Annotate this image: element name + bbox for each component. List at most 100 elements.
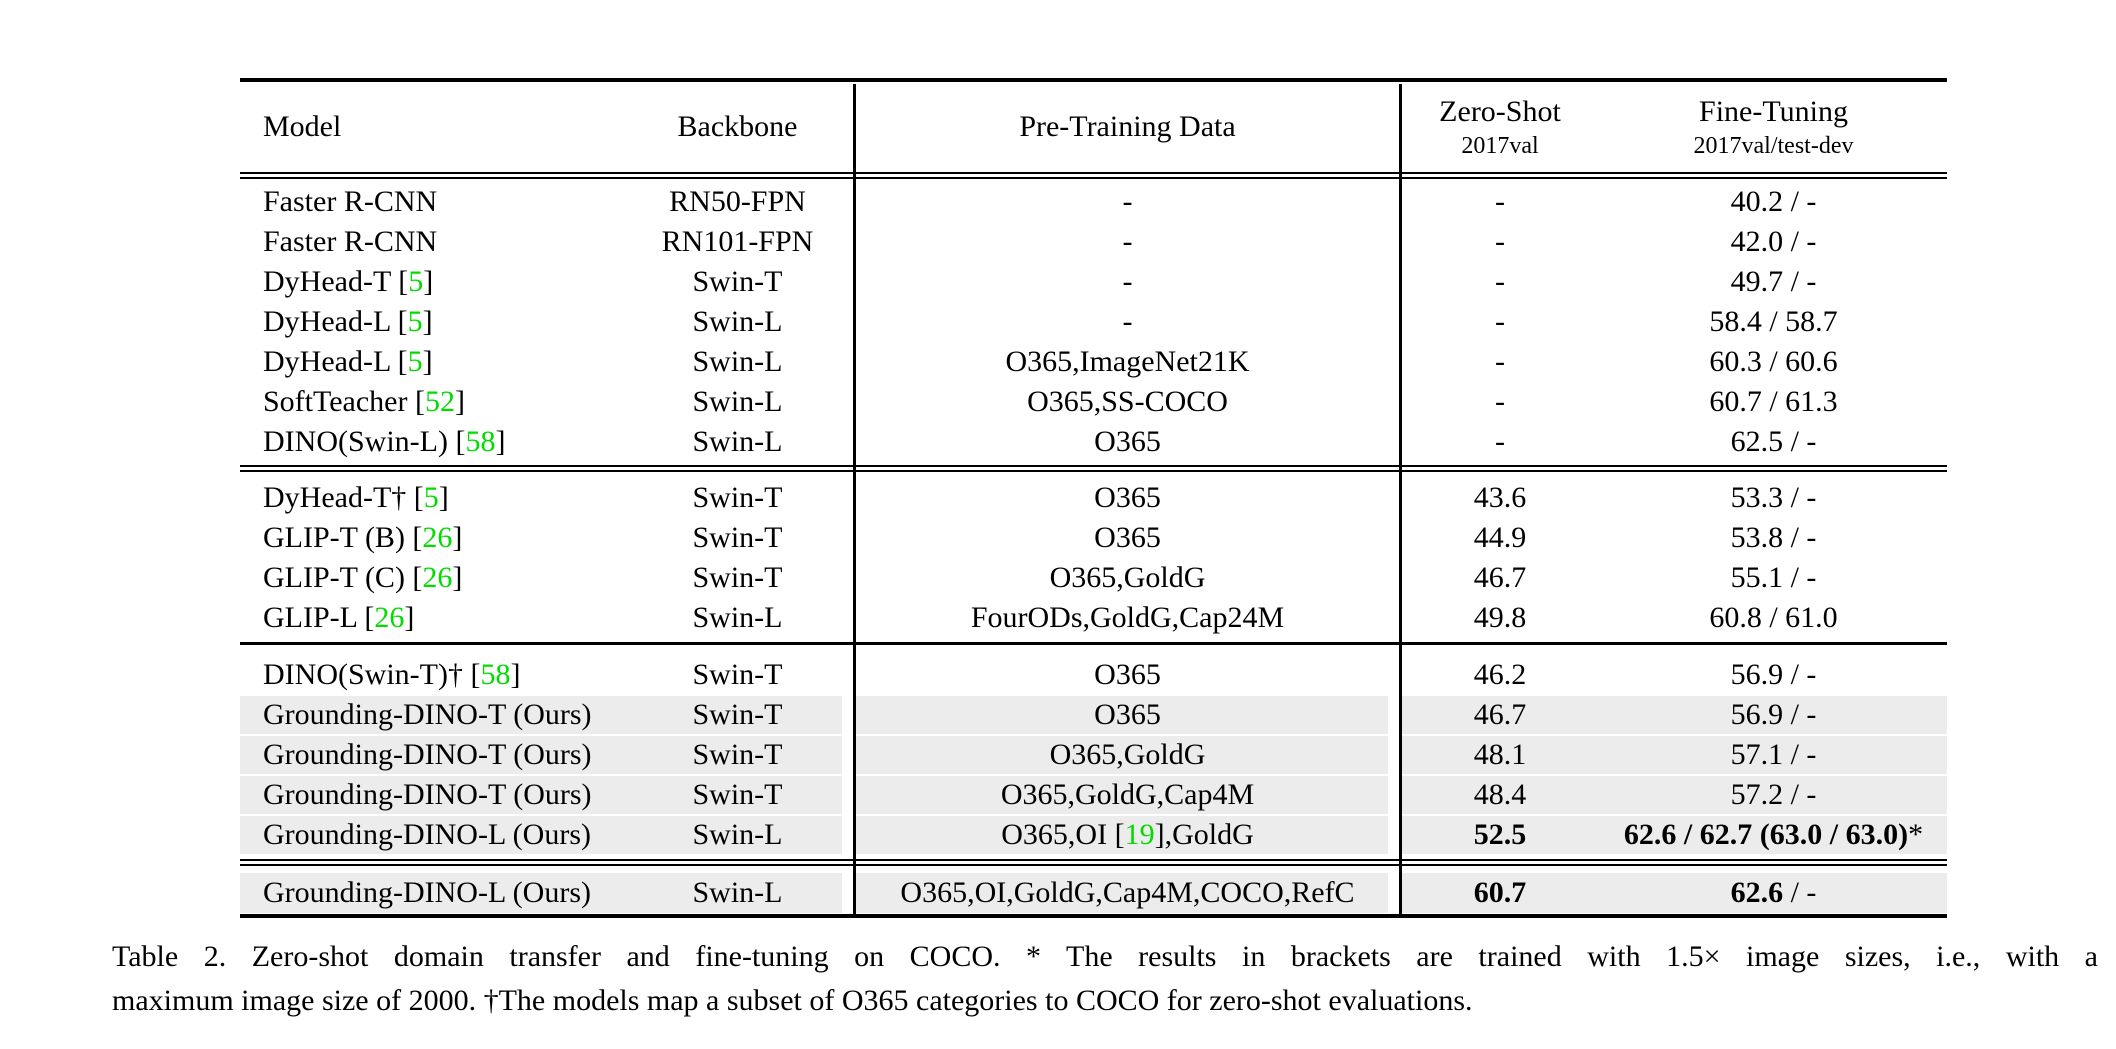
cell-pretrain-data: - <box>855 185 1400 219</box>
cell-fine-tuning: 56.9 / - <box>1600 698 1947 732</box>
row-highlight-gap <box>842 736 853 774</box>
cell-model: Grounding-DINO-T (Ours) <box>240 778 620 812</box>
model-name-text: Grounding-DINO-T (Ours) <box>263 698 592 731</box>
cell-backbone: Swin-T <box>620 265 855 299</box>
rule-section2 <box>240 642 1947 645</box>
table-row: DyHead-T [5] Swin-T - - 49.7 / - <box>240 262 1947 302</box>
zero-shot-value: 44.9 <box>1473 521 1527 554</box>
cell-model: Grounding-DINO-T (Ours) <box>240 738 620 772</box>
header-pretrain-data: Pre-Training Data <box>1019 110 1236 143</box>
table-row: Grounding-DINO-L (Ours) Swin-L O365,OI [19… <box>240 815 1947 855</box>
cell-backbone: Swin-L <box>620 601 855 635</box>
fine-tuning-value: 62.5 / - <box>1730 425 1817 458</box>
rule-section3-a <box>240 859 1947 861</box>
pretrain-text: O365,GoldG <box>1049 561 1206 594</box>
backbone-text: Swin-L <box>692 425 783 458</box>
cell-backbone: Swin-T <box>620 778 855 812</box>
cell-pretrain-data: O365,ImageNet21K <box>855 345 1400 379</box>
pretrain-text: - <box>1122 265 1133 298</box>
cell-fine-tuning: 60.8 / 61.0 <box>1600 601 1947 635</box>
pretrain-text: O365,SS-COCO <box>1027 385 1228 418</box>
backbone-text: Swin-L <box>692 601 783 634</box>
citation-number: 19 <box>1124 818 1155 851</box>
row-highlight-gap <box>1388 776 1399 814</box>
cell-model: DyHead-L [5] <box>240 345 620 379</box>
citation-number: 5 <box>408 265 424 298</box>
cell-backbone: Swin-L <box>620 385 855 419</box>
cell-backbone: Swin-T <box>620 561 855 595</box>
backbone-text: Swin-L <box>692 876 783 909</box>
fine-tuning-value-bold: 62.6 <box>1730 876 1784 909</box>
cell-fine-tuning: 55.1 / - <box>1600 561 1947 595</box>
rule-section1-a <box>240 465 1947 467</box>
pretrain-text-suffix: ],GoldG <box>1154 818 1254 851</box>
cell-fine-tuning: 57.2 / - <box>1600 778 1947 812</box>
model-name-text: Faster R-CNN <box>263 225 438 258</box>
cell-model: DyHead-T [5] <box>240 265 620 299</box>
cell-zero-shot: - <box>1400 345 1600 379</box>
cell-backbone: Swin-L <box>620 305 855 339</box>
zero-shot-value: - <box>1495 265 1505 298</box>
table-row: Grounding-DINO-T (Ours) Swin-T O365 46.7 56.… <box>240 695 1947 735</box>
cell-zero-shot: 48.4 <box>1400 778 1600 812</box>
cell-pretrain-data: O365 <box>855 425 1400 459</box>
cell-fine-tuning: 57.1 / - <box>1600 738 1947 772</box>
model-name-text: DyHead-L [ <box>263 345 408 378</box>
zero-shot-value: 49.8 <box>1473 601 1527 634</box>
cell-zero-shot: 49.8 <box>1400 601 1600 635</box>
model-name-text: Faster R-CNN <box>263 185 438 218</box>
citation-number: 5 <box>407 305 423 338</box>
cell-model: GLIP-L [26] <box>240 601 620 635</box>
row-highlight-gap <box>1388 736 1399 774</box>
model-name-text: DINO(Swin-L) [ <box>263 425 466 458</box>
row-highlight-gap <box>842 873 853 913</box>
zero-shot-value: 46.7 <box>1473 561 1527 594</box>
cell-backbone: Swin-T <box>620 481 855 515</box>
fine-tuning-value: 60.7 / 61.3 <box>1709 385 1838 418</box>
backbone-text: Swin-T <box>692 658 783 691</box>
citation-bracket: ] <box>423 265 434 298</box>
row-highlight <box>240 736 1947 774</box>
row-highlight <box>240 816 1947 854</box>
citation-bracket: ] <box>422 305 433 338</box>
citation-number: 52 <box>424 385 455 418</box>
table-caption-line1: Table 2. Zero-shot domain transfer and f… <box>112 940 2098 973</box>
citation-number: 5 <box>407 345 423 378</box>
row-highlight-gap <box>1388 816 1399 854</box>
backbone-text: Swin-T <box>692 521 783 554</box>
cell-backbone: Swin-L <box>620 345 855 379</box>
pretrain-text: O365,GoldG,Cap4M <box>1000 778 1255 811</box>
cell-model: DINO(Swin-L) [58] <box>240 425 620 459</box>
table-row: DINO(Swin-L) [58] Swin-L O365 - 62.5 / - <box>240 422 1947 462</box>
citation-number: 58 <box>480 658 511 691</box>
pretrain-text: O365 <box>1094 481 1161 514</box>
fine-tuning-value-suffix: / - <box>1783 876 1817 909</box>
table-row: DyHead-L [5] Swin-L - - 58.4 / 58.7 <box>240 302 1947 342</box>
cell-fine-tuning: 53.3 / - <box>1600 481 1947 515</box>
citation-number: 26 <box>374 601 405 634</box>
row-highlight <box>240 696 1947 734</box>
cell-pretrain-data: O365,OI,GoldG,Cap4M,COCO,RefC <box>855 876 1400 910</box>
table-row: GLIP-T (C) [26] Swin-T O365,GoldG 46.7 55.1 … <box>240 558 1947 598</box>
cell-zero-shot: 52.5 <box>1400 818 1600 852</box>
rule-section3-b <box>240 864 1947 866</box>
model-name-text: DyHead-T [ <box>263 265 409 298</box>
cell-zero-shot: - <box>1400 265 1600 299</box>
table-row: GLIP-T (B) [26] Swin-T O365 44.9 53.8 / - <box>240 518 1947 558</box>
zero-shot-value: - <box>1495 225 1505 258</box>
row-highlight-gap <box>842 816 853 854</box>
cell-pretrain-data: O365,GoldG,Cap4M <box>855 778 1400 812</box>
model-name-text: DyHead-T† [ <box>263 481 424 514</box>
zero-shot-value: 46.7 <box>1473 698 1527 731</box>
header-backbone: Backbone <box>677 110 798 143</box>
backbone-text: Swin-L <box>692 305 783 338</box>
cell-zero-shot: 60.7 <box>1400 876 1600 910</box>
cell-fine-tuning: 60.7 / 61.3 <box>1600 385 1947 419</box>
cell-pretrain-data: O365 <box>855 521 1400 555</box>
row-highlight <box>240 776 1947 814</box>
backbone-text: RN101-FPN <box>661 225 814 258</box>
pretrain-text: - <box>1122 305 1133 338</box>
cell-pretrain-data: O365,GoldG <box>855 561 1400 595</box>
pretrain-text: O365 <box>1094 425 1161 458</box>
cell-model: DyHead-T† [5] <box>240 481 620 515</box>
